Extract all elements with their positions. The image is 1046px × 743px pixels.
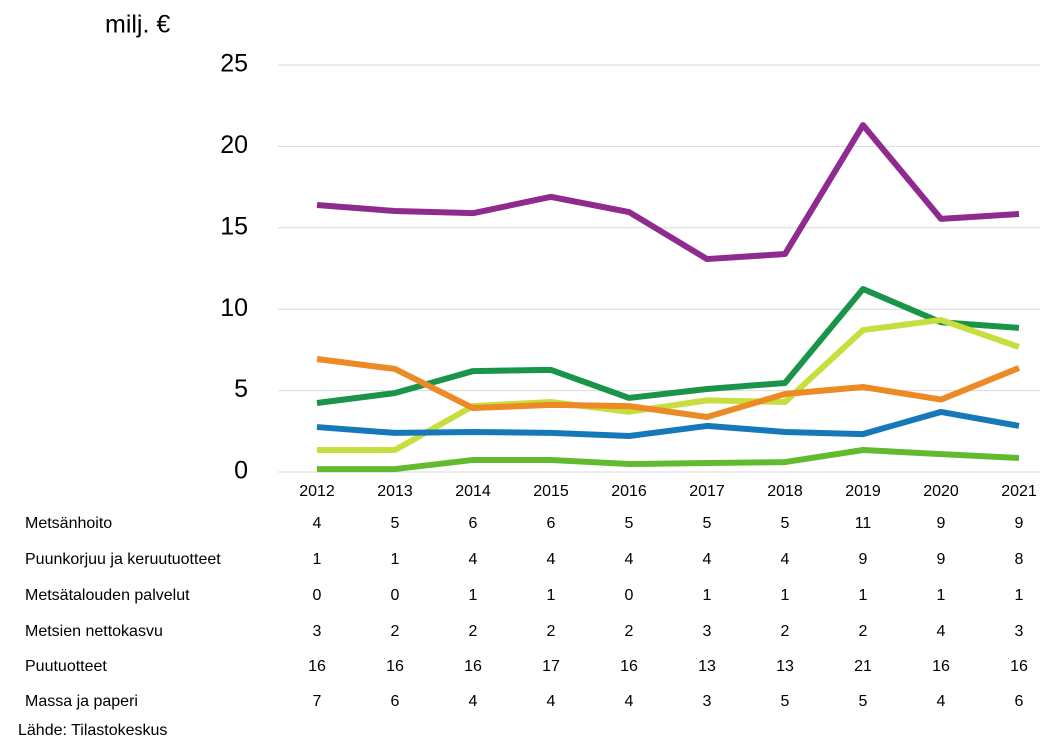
table-cell: 2	[547, 623, 556, 640]
table-cell: 3	[703, 693, 712, 710]
table-cell: 1	[703, 587, 712, 604]
source: Lähde: Tilastokeskus	[18, 722, 167, 739]
series-line	[316, 356, 1021, 420]
table-cell: 3	[703, 623, 712, 640]
table-cell: 6	[547, 515, 556, 532]
table-cell: 3	[1015, 623, 1024, 640]
y-tick-label: 0	[234, 457, 248, 485]
table-cell: 16	[308, 658, 326, 675]
table-cell: 8	[1015, 551, 1024, 568]
table-cell: 2	[391, 623, 400, 640]
x-tick-label: 2019	[845, 483, 881, 500]
series-line	[317, 447, 1020, 473]
table-row-label: Massa ja paperi	[25, 693, 138, 710]
table-cell: 4	[547, 551, 556, 568]
table-cell: 5	[781, 515, 790, 532]
table-row-label: Metsätalouden palvelut	[25, 587, 190, 604]
series-line	[317, 316, 1020, 454]
table-cell: 1	[937, 587, 946, 604]
table-cell: 4	[937, 623, 946, 640]
y-tick-label: 20	[220, 131, 248, 159]
x-tick-label: 2017	[689, 483, 725, 500]
x-tick-label: 2013	[377, 483, 413, 500]
table-cell: 16	[932, 658, 950, 675]
table-cell: 1	[859, 587, 868, 604]
table-cell: 1	[1015, 587, 1024, 604]
table-cell: 11	[855, 515, 872, 532]
table-cell: 1	[781, 587, 790, 604]
table-cell: 4	[313, 515, 322, 532]
y-tick-label: 25	[220, 50, 248, 78]
table-cell: 4	[781, 551, 790, 568]
table-cell: 7	[313, 693, 322, 710]
table-cell: 6	[391, 693, 400, 710]
table-cell: 5	[859, 693, 868, 710]
table-cell: 0	[625, 587, 634, 604]
table-row-label: Metsänhoito	[25, 515, 112, 532]
table-row-label: Puutuotteet	[25, 658, 107, 675]
table-cell: 0	[313, 587, 322, 604]
table-cell: 1	[469, 587, 478, 604]
table-cell: 3	[313, 623, 322, 640]
table-cell: 1	[547, 587, 556, 604]
table-cell: 4	[703, 551, 712, 568]
table-cell: 2	[859, 623, 868, 640]
x-tick-label: 2014	[455, 483, 491, 500]
series-line	[316, 286, 1020, 406]
x-tick-label: 2015	[533, 483, 569, 500]
table-cell: 4	[937, 693, 946, 710]
table-cell: 13	[698, 658, 716, 675]
table-cell: 5	[781, 693, 790, 710]
table-row-label: Metsien nettokasvu	[25, 623, 163, 640]
table-row-label: Puunkorjuu ja keruutuotteet	[25, 551, 221, 568]
table-cell: 4	[625, 693, 634, 710]
x-tick-label: 2020	[923, 483, 959, 500]
table-cell: 1	[313, 551, 322, 568]
table-cell: 2	[625, 623, 634, 640]
table-cell: 9	[859, 551, 868, 568]
table-cell: 5	[703, 515, 712, 532]
table-cell: 5	[391, 515, 400, 532]
x-tick-label: 2016	[611, 483, 647, 500]
y-axis-label: milj. €	[105, 11, 170, 39]
table-cell: 16	[1010, 658, 1028, 675]
table-cell: 6	[469, 515, 478, 532]
y-tick-label: 10	[220, 294, 248, 322]
table-cell: 4	[469, 551, 478, 568]
table-cell: 6	[1015, 693, 1024, 710]
table-cell: 4	[625, 551, 634, 568]
table-cell: 5	[625, 515, 634, 532]
table-cell: 9	[937, 515, 946, 532]
table-cell: 17	[542, 658, 560, 675]
table-cell: 4	[469, 693, 478, 710]
table-cell: 16	[464, 658, 482, 675]
series-line	[316, 122, 1020, 263]
table-cell: 16	[386, 658, 404, 675]
y-tick-label: 5	[234, 375, 248, 403]
table-cell: 16	[620, 658, 638, 675]
table-cell: 4	[547, 693, 556, 710]
table-cell: 0	[391, 587, 400, 604]
series-line	[316, 408, 1020, 440]
table-cell: 21	[854, 658, 872, 675]
table-cell: 1	[391, 551, 400, 568]
y-tick-label: 15	[220, 212, 248, 240]
table-cell: 2	[781, 623, 790, 640]
table-cell: 9	[1015, 515, 1024, 532]
table-cell: 2	[469, 623, 478, 640]
x-tick-label: 2021	[1001, 483, 1037, 500]
x-tick-label: 2018	[767, 483, 803, 500]
x-tick-label: 2012	[299, 483, 335, 500]
table-cell: 9	[937, 551, 946, 568]
table-cell: 13	[776, 658, 794, 675]
